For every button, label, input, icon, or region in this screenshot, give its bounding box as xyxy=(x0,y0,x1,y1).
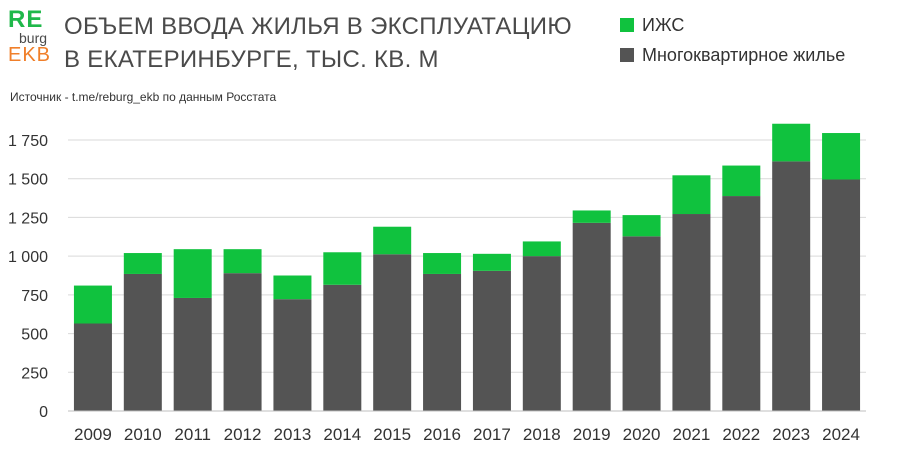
bar-segment-izhs xyxy=(223,249,262,274)
bar-segment-apartments xyxy=(672,214,711,411)
y-tick-label: 0 xyxy=(39,404,48,421)
x-tick-label: 2023 xyxy=(772,425,810,444)
x-tick-label: 2022 xyxy=(722,425,760,444)
bar-segment-izhs xyxy=(672,175,711,215)
bar-segment-apartments xyxy=(472,270,511,411)
chart-legend: ИЖС Многоквартирное жилье xyxy=(620,10,845,70)
bar-segment-izhs xyxy=(73,285,112,324)
bar-segment-izhs xyxy=(373,226,412,255)
y-tick-label: 500 xyxy=(21,327,48,344)
legend-swatch-izhs xyxy=(620,18,634,32)
bar-segment-apartments xyxy=(722,196,761,411)
bar-segment-apartments xyxy=(273,299,312,411)
logo-ekb: EKB xyxy=(8,44,52,66)
bar-segment-izhs xyxy=(273,275,312,300)
legend-item-izhs: ИЖС xyxy=(620,10,845,40)
x-tick-label: 2016 xyxy=(423,425,461,444)
x-tick-label: 2012 xyxy=(224,425,262,444)
bar-segment-apartments xyxy=(622,236,661,411)
bar-segment-apartments xyxy=(73,323,112,411)
source-note: Источник - t.me/reburg_ekb по данным Рос… xyxy=(10,90,277,104)
bar-segment-apartments xyxy=(173,297,212,411)
x-tick-label: 2013 xyxy=(274,425,312,444)
x-tick-label: 2020 xyxy=(623,425,661,444)
legend-label-izhs: ИЖС xyxy=(642,14,685,35)
x-tick-label: 2014 xyxy=(323,425,361,444)
bar-segment-apartments xyxy=(572,222,611,411)
x-tick-label: 2015 xyxy=(373,425,411,444)
bar-segment-apartments xyxy=(423,273,462,411)
x-tick-label: 2017 xyxy=(473,425,511,444)
logo-re: RE xyxy=(8,6,44,33)
bar-segment-apartments xyxy=(373,254,412,411)
x-tick-label: 2009 xyxy=(74,425,112,444)
reburg-logo: RE burg EKB xyxy=(8,8,54,68)
bar-segment-apartments xyxy=(772,161,811,411)
bar-segment-izhs xyxy=(572,210,611,223)
legend-item-apartments: Многоквартирное жилье xyxy=(620,40,845,70)
bar-segment-izhs xyxy=(722,165,761,197)
chart-title-line-2: В ЕКАТЕРИНБУРГЕ, ТЫС. КВ. М xyxy=(64,46,439,73)
legend-label-apartments: Многоквартирное жилье xyxy=(642,44,846,65)
y-tick-label: 1 750 xyxy=(8,133,48,150)
y-tick-label: 1 500 xyxy=(8,172,48,189)
y-tick-label: 750 xyxy=(21,288,48,305)
x-tick-label: 2010 xyxy=(124,425,162,444)
x-tick-label: 2019 xyxy=(573,425,611,444)
y-tick-label: 1 000 xyxy=(8,249,48,266)
bar-segment-apartments xyxy=(223,273,262,411)
logo-burg: burg xyxy=(19,30,48,46)
bar-segment-izhs xyxy=(423,253,462,274)
bar-segment-izhs xyxy=(522,241,561,257)
bar-segment-apartments xyxy=(323,284,362,411)
bar-segment-izhs xyxy=(472,253,511,271)
x-tick-label: 2024 xyxy=(822,425,860,444)
chart-title-line-1: ОБЪЕМ ВВОДА ЖИЛЬЯ В ЭКСПЛУАТАЦИЮ xyxy=(64,13,572,40)
bar-segment-apartments xyxy=(522,256,561,411)
x-tick-label: 2011 xyxy=(174,425,211,444)
y-tick-label: 250 xyxy=(21,365,48,382)
y-tick-label: 1 250 xyxy=(8,210,48,227)
bar-segment-izhs xyxy=(323,252,362,285)
bar-segment-apartments xyxy=(822,179,861,411)
x-tick-label: 2018 xyxy=(523,425,561,444)
bar-segment-apartments xyxy=(123,273,162,411)
bar-segment-izhs xyxy=(173,249,212,298)
bar-segment-izhs xyxy=(772,123,811,162)
bar-segment-izhs xyxy=(622,215,661,237)
legend-swatch-apartments xyxy=(620,48,634,62)
chart-title: ОБЪЕМ ВВОДА ЖИЛЬЯ В ЭКСПЛУАТАЦИЮ В ЕКАТЕ… xyxy=(64,10,572,76)
bar-segment-izhs xyxy=(123,253,162,274)
x-tick-label: 2021 xyxy=(673,425,711,444)
bar-segment-izhs xyxy=(822,133,861,180)
